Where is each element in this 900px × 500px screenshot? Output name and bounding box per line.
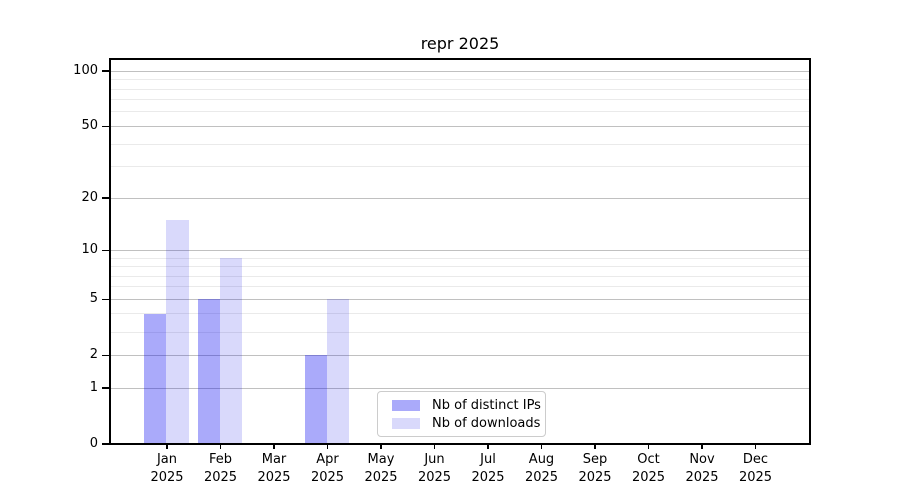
gridline-minor-3 [110, 331, 810, 333]
y-tick-0 [102, 443, 110, 445]
gridline-minor-60 [110, 111, 810, 113]
x-tick-label-jul: Jul 2025 [471, 452, 505, 485]
legend-swatch-downloads [392, 417, 420, 429]
y-tick-5 [102, 298, 110, 300]
x-tick-label-apr: Apr 2025 [310, 452, 345, 485]
y-tick-label-50: 50 [81, 118, 98, 134]
y-axis-line [109, 58, 111, 445]
y-tick-label-100: 100 [73, 63, 98, 79]
y-tick-label-1: 1 [89, 380, 98, 395]
gridline-major-100 [110, 70, 810, 72]
x-tick-label-mar: Mar 2025 [257, 452, 291, 485]
legend-swatch-distinct-ips [392, 399, 420, 411]
legend-entry: Nb of downloads [392, 416, 545, 431]
y-tick-label-2: 2 [89, 347, 98, 363]
gridline-major-20 [110, 197, 810, 199]
plot-area: 0 1 2 5 10 20 50 100 Jan 2025 Feb 2025 Mar 2025 Apr 202… [73, 58, 811, 485]
x-axis-line [109, 443, 811, 445]
spine-right [809, 58, 811, 445]
y-tick-1 [102, 387, 110, 389]
y-tick-label-5: 5 [89, 291, 98, 307]
y-tick-2 [102, 354, 110, 356]
x-tick-mar [273, 444, 275, 449]
x-tick-label-dec: Dec 2025 [738, 452, 773, 485]
x-tick-label-aug: Aug 2025 [524, 452, 559, 485]
gridline-minor-40 [110, 143, 810, 145]
y-tick-10 [102, 249, 110, 252]
x-tick-label-feb: Feb 2025 [203, 452, 238, 485]
x-tick-jun [433, 444, 436, 449]
y-tick-label-20: 20 [81, 190, 98, 206]
y-tick-label-0: 0 [89, 436, 98, 451]
gridline-minor-9 [110, 257, 810, 259]
y-tick-label-10: 10 [81, 242, 98, 258]
legend: Nb of distinct IPs Nb of downloads [377, 391, 546, 437]
gridline-major-10 [110, 249, 810, 251]
gridline-minor-8 [110, 266, 810, 267]
bar-nb-of-distinct-ips-jan [144, 313, 167, 444]
x-tick-label-jan: Jan 2025 [150, 452, 184, 485]
gridline-minor-70 [110, 99, 810, 101]
gridline-minor-6 [110, 286, 810, 288]
x-tick-label-oct: Oct 2025 [631, 452, 666, 485]
x-tick-label-jun: Jun 2025 [417, 452, 452, 485]
gridline-major-2 [110, 354, 810, 356]
legend-label-downloads: Nb of downloads [432, 415, 541, 431]
x-tick-label-may: May 2025 [364, 452, 398, 485]
legend-entry: Nb of distinct IPs [392, 398, 545, 413]
legend-label-distinct-ips: Nb of distinct IPs [432, 397, 541, 413]
x-tick-jul [487, 444, 489, 449]
x-tick-dec [754, 444, 757, 449]
gridline-minor-30 [110, 166, 810, 168]
x-tick-aug [540, 444, 543, 449]
chart-title: repr 2025 [420, 34, 500, 53]
gridline-major-5 [110, 298, 810, 300]
x-tick-sep [594, 444, 596, 449]
y-tick-100 [102, 70, 110, 72]
bar-nb-of-downloads-feb [219, 258, 243, 444]
x-tick-apr [326, 444, 329, 449]
gridline-minor-4 [110, 313, 810, 315]
x-tick-may [380, 444, 382, 449]
x-tick-jan [166, 444, 168, 449]
y-tick-20 [102, 197, 110, 199]
y-tick-50 [102, 125, 110, 128]
spine-top [109, 58, 811, 60]
x-tick-label-nov: Nov 2025 [685, 452, 719, 485]
gridline-major-1 [110, 387, 810, 389]
bar-nb-of-distinct-ips-apr [304, 355, 327, 444]
gridline-minor-80 [110, 88, 810, 90]
bar-nb-of-distinct-ips-feb [197, 299, 220, 444]
x-tick-feb [219, 444, 222, 449]
bar-nb-of-downloads-jan [166, 220, 189, 444]
x-tick-label-sep: Sep 2025 [578, 452, 612, 485]
x-tick-oct [647, 444, 650, 449]
gridline-minor-7 [110, 275, 810, 277]
gridline-minor-90 [110, 79, 810, 81]
bar-nb-of-downloads-apr [326, 299, 350, 444]
x-tick-nov [701, 444, 703, 449]
gridline-major-50 [110, 125, 810, 127]
